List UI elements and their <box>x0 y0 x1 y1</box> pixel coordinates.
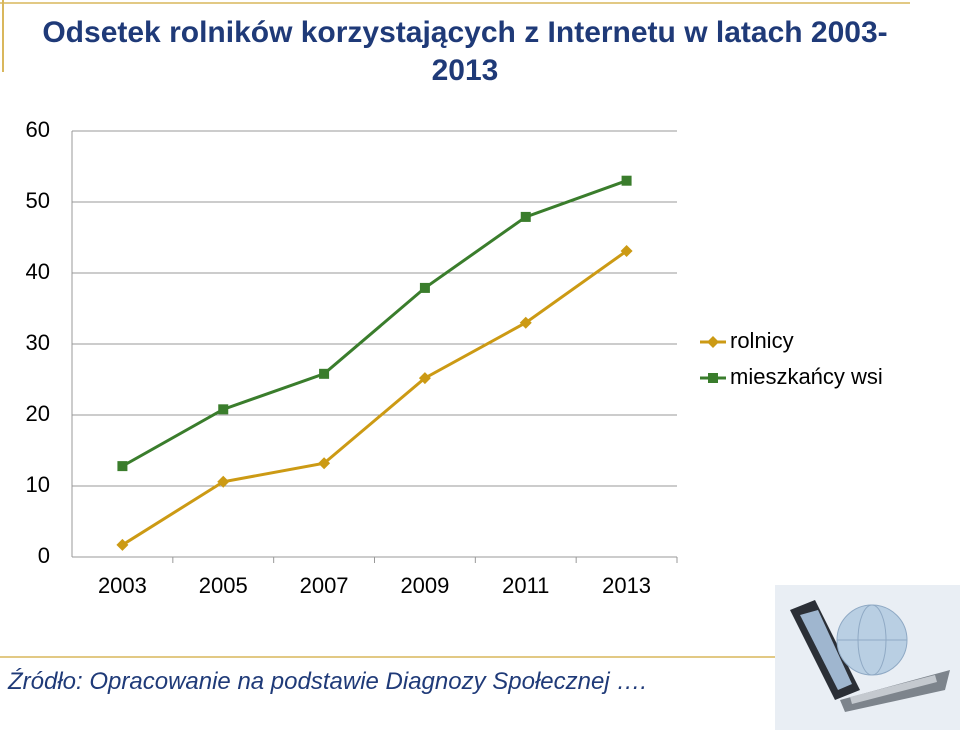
marker <box>117 461 128 472</box>
marker <box>620 244 633 257</box>
marker <box>708 373 718 383</box>
x-tick-label: 2005 <box>199 573 248 598</box>
legend-label: mieszkańcy wsi <box>730 364 883 389</box>
marker <box>318 457 331 470</box>
marker <box>217 475 230 488</box>
y-tick-label: 50 <box>26 188 50 213</box>
y-tick-label: 40 <box>26 259 50 284</box>
marker <box>519 316 532 329</box>
marker <box>218 404 229 415</box>
marker <box>418 372 431 385</box>
marker <box>707 336 719 348</box>
y-tick-label: 0 <box>38 543 50 568</box>
marker <box>319 368 330 379</box>
x-tick-label: 2011 <box>502 573 549 598</box>
x-tick-label: 2003 <box>98 573 147 598</box>
marker <box>520 211 531 222</box>
series-line <box>121 249 628 547</box>
y-tick-label: 60 <box>26 117 50 142</box>
chart-title: Odsetek rolników korzystających z Intern… <box>42 16 888 87</box>
x-tick-label: 2009 <box>400 573 449 598</box>
x-tick-label: 2013 <box>602 573 651 598</box>
source-note: Źródło: Opracowanie na podstawie Diagnoz… <box>8 668 648 695</box>
y-tick-label: 10 <box>26 472 50 497</box>
y-tick-label: 30 <box>26 330 50 355</box>
x-tick-label: 2007 <box>300 573 349 598</box>
marker <box>419 282 430 293</box>
marker <box>621 175 632 186</box>
series-line <box>121 179 628 468</box>
legend-label: rolnicy <box>730 328 794 353</box>
marker <box>116 538 129 551</box>
y-tick-label: 20 <box>26 401 50 426</box>
laptop-illustration <box>775 585 960 730</box>
